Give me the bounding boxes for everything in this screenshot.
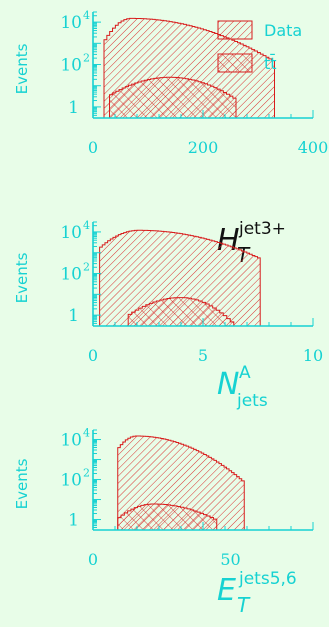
histogram-data xyxy=(99,229,261,327)
legend-swatch-data xyxy=(217,20,253,40)
series-ttbar xyxy=(109,76,237,119)
y-tick-label: 10 xyxy=(60,56,82,76)
y-tick-label: 1 xyxy=(68,511,79,531)
series-data xyxy=(99,229,261,327)
y-tick-exponent: 4 xyxy=(83,427,90,440)
legend: Data tt̄ xyxy=(217,20,302,73)
series-ttbar xyxy=(127,297,235,327)
legend-swatch-ttbar xyxy=(217,53,253,73)
y-tick-exponent: 2 xyxy=(83,261,90,274)
histogram-ttbar xyxy=(127,297,235,327)
x-title-subscript: T xyxy=(237,593,251,617)
x-title-main: E xyxy=(217,573,236,608)
legend-label-ttbar: tt̄ xyxy=(264,54,277,73)
y-tick-label: 10 xyxy=(60,471,82,491)
y-axis-title: Events xyxy=(13,458,31,509)
x-title-subscript: jets xyxy=(236,391,268,411)
y-axis-title: Events xyxy=(13,252,31,303)
x-tick-label: 0 xyxy=(88,138,98,157)
histogram-ttbar xyxy=(109,76,237,119)
y-tick-label: 10 xyxy=(60,223,82,243)
x-title-main: N xyxy=(217,367,239,402)
x-tick-label: 5 xyxy=(198,346,208,365)
x-title-superscript: A xyxy=(239,363,251,383)
x-tick-label: 10 xyxy=(303,346,323,365)
y-tick-exponent: 2 xyxy=(83,467,90,480)
x-tick-label: 50 xyxy=(220,550,240,569)
x-title-superscript: jets5,6 xyxy=(238,569,297,589)
y-axis-title: Events xyxy=(13,43,31,94)
y-tick-exponent: 4 xyxy=(83,219,90,232)
series-ttbar xyxy=(117,503,218,531)
x-title-superscript: jet3+ xyxy=(238,219,286,239)
y-tick-label: 10 xyxy=(60,431,82,451)
y-tick-label: 1 xyxy=(68,98,79,118)
x-tick-label: 200 xyxy=(188,138,219,157)
histogram-ttbar xyxy=(117,503,218,531)
y-tick-exponent: 2 xyxy=(83,52,90,65)
y-tick-exponent: 4 xyxy=(83,9,90,22)
y-tick-label: 1 xyxy=(68,306,79,326)
x-tick-label: 0 xyxy=(88,346,98,365)
x-tick-label: 400 xyxy=(298,138,329,157)
legend-label-data: Data xyxy=(264,21,302,40)
y-tick-label: 10 xyxy=(60,265,82,285)
x-tick-label: 0 xyxy=(88,550,98,569)
y-tick-label: 10 xyxy=(60,13,82,33)
